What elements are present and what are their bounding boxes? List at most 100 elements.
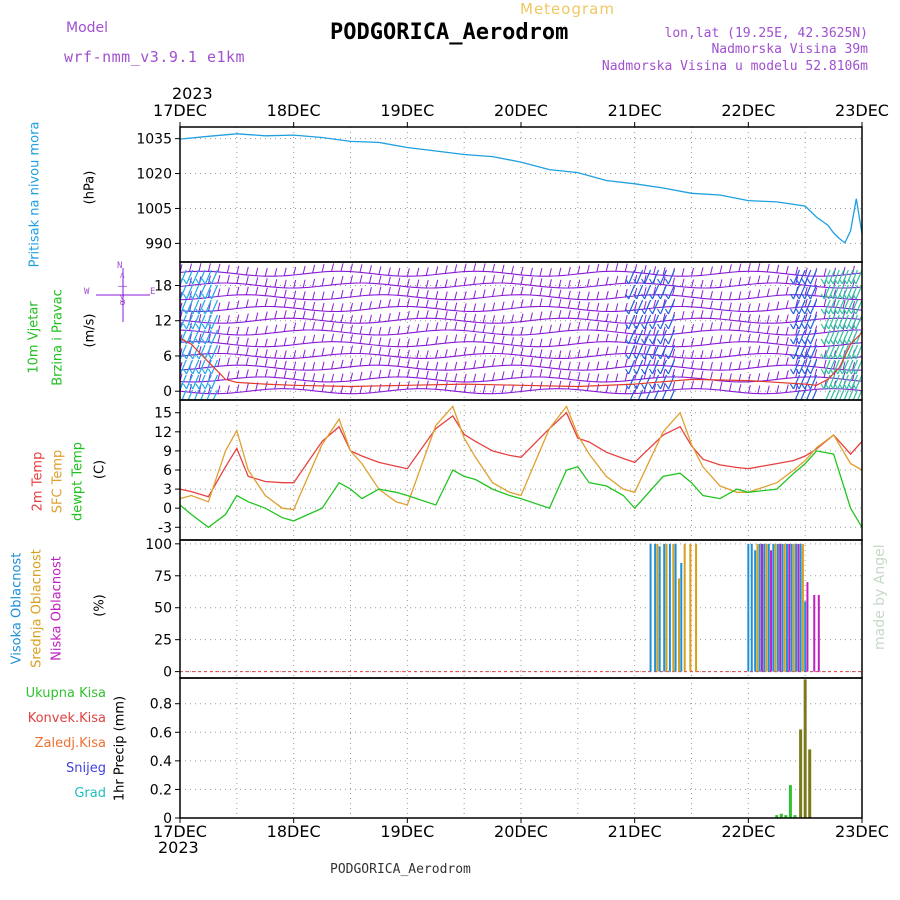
wind-barb-tick	[662, 338, 666, 347]
wind-barb-tick	[492, 288, 496, 297]
wind-barb-tick	[226, 385, 230, 394]
wind-barb-tick	[833, 299, 837, 308]
wind-barb-tick	[435, 279, 439, 289]
wind-arrow	[198, 299, 206, 315]
wind-arrow	[855, 314, 862, 330]
wind-arrow-head	[633, 368, 638, 375]
wind-panel-ytick-label: 0	[163, 384, 172, 400]
wind-barb-tick	[795, 299, 799, 308]
station-title: PODGORICA_Aerodrom	[330, 20, 569, 45]
wind-arrow-head	[656, 353, 662, 360]
clouds-panel-ytick-label: 25	[154, 633, 172, 649]
wind-barb-tick	[662, 267, 666, 276]
wind-barb-tick	[321, 322, 325, 331]
wind-barb-tick	[700, 267, 704, 276]
wind-arrow-head	[795, 368, 800, 375]
wind-arrow	[841, 314, 849, 330]
wind-barb-tick	[681, 325, 685, 334]
wind-barb-tick	[785, 370, 789, 379]
wind-barb-tick	[596, 322, 600, 331]
wind-barb-tick	[691, 298, 694, 307]
wind-barb-tick	[766, 385, 770, 394]
wind-arrow	[180, 299, 187, 315]
wind-barb-tick	[852, 362, 856, 371]
wind-panel-ytick-label: 18	[154, 278, 172, 294]
wind-barb-tick	[558, 360, 562, 369]
wind-barb-tick	[662, 313, 666, 322]
wind-barb-tick	[615, 385, 619, 394]
wind-barb-tick	[340, 323, 344, 333]
wind-arrow-head	[801, 368, 806, 375]
wind-arrow-head	[820, 368, 825, 375]
wind-barb-tick	[321, 291, 325, 300]
wind-barb-tick	[539, 268, 543, 277]
wind-barb-tick	[719, 301, 723, 310]
wind-barb-tick	[236, 314, 240, 323]
wind-barb-row	[180, 388, 862, 395]
wind-barb-tick	[293, 279, 297, 289]
wind-barb-tick	[558, 323, 562, 332]
wind-barb-tick	[596, 333, 600, 343]
wind-barb-tick	[331, 346, 335, 355]
wind-arrow-head	[829, 323, 834, 330]
wind-arrow	[837, 269, 845, 285]
wind-arrow	[636, 269, 644, 285]
wind-barb-tick	[454, 373, 458, 382]
wind-arrow	[846, 374, 854, 390]
temperature-panel-ytick-label: 3	[163, 482, 172, 498]
wind-arrow-head	[843, 293, 848, 300]
precip-combined-bar	[803, 679, 807, 818]
wind-arrow-head	[838, 278, 843, 285]
wind-barb-tick	[766, 325, 770, 334]
wind-arrow-head	[847, 278, 852, 285]
wind-barb-tick	[245, 276, 249, 285]
wind-arrow	[804, 269, 812, 285]
wind-barb-tick	[482, 373, 486, 382]
wind-barb-tick	[719, 291, 723, 300]
wind-arrow	[832, 359, 840, 375]
wind-arrow-head	[829, 368, 834, 375]
wind-barb-row	[180, 317, 862, 324]
wind-arrow-head	[201, 278, 206, 285]
wind-barb-tick	[586, 362, 590, 371]
wind-arrow	[192, 314, 200, 330]
wind-arrow	[204, 374, 212, 390]
wind-barb-tick	[283, 337, 287, 346]
wind-arrow-head	[789, 338, 794, 345]
wind-arrow-head	[641, 368, 646, 375]
wind-barb-tick	[368, 357, 372, 366]
wind-barb-tick	[416, 338, 420, 347]
wind-arrow-head	[189, 308, 194, 315]
precip-panel-ytick-label: 0	[163, 811, 172, 827]
time-tick-label-bottom: 17DEC	[153, 822, 207, 841]
wind-arrow	[837, 329, 845, 345]
wind-barb-tick	[255, 348, 259, 357]
wind-arrow	[659, 359, 668, 375]
wind-arrow	[636, 284, 644, 300]
precip-combined-bar	[799, 729, 803, 818]
wind-barb-tick	[444, 301, 448, 310]
wind-arrow	[204, 329, 212, 345]
wind-barb-tick	[605, 384, 609, 393]
wind-barb-tick	[501, 385, 505, 394]
wind-barb-tick	[672, 287, 676, 296]
wind-barb-tick	[473, 276, 477, 285]
wind-barb-tick	[596, 302, 600, 312]
wind-barb-tick	[785, 275, 789, 284]
wind-barb-tick	[728, 383, 732, 392]
wind-arrow	[855, 344, 862, 360]
wind-arrow	[210, 359, 219, 375]
wind-arrow	[809, 314, 818, 330]
wind-arrow	[637, 389, 644, 400]
wind-barb-tick	[406, 268, 410, 277]
wind-barb-tick	[672, 381, 676, 391]
wind-arrow	[180, 329, 187, 345]
wind-arrow-head	[801, 338, 806, 345]
wind-barb-tick	[321, 302, 325, 312]
wind-barb-tick	[359, 335, 363, 344]
wind-barb-tick	[217, 385, 221, 394]
wind-arrow	[192, 329, 200, 345]
wind-barb-tick	[321, 373, 325, 382]
wind-barb-tick	[368, 287, 372, 296]
wind-arrow-head	[847, 383, 852, 390]
